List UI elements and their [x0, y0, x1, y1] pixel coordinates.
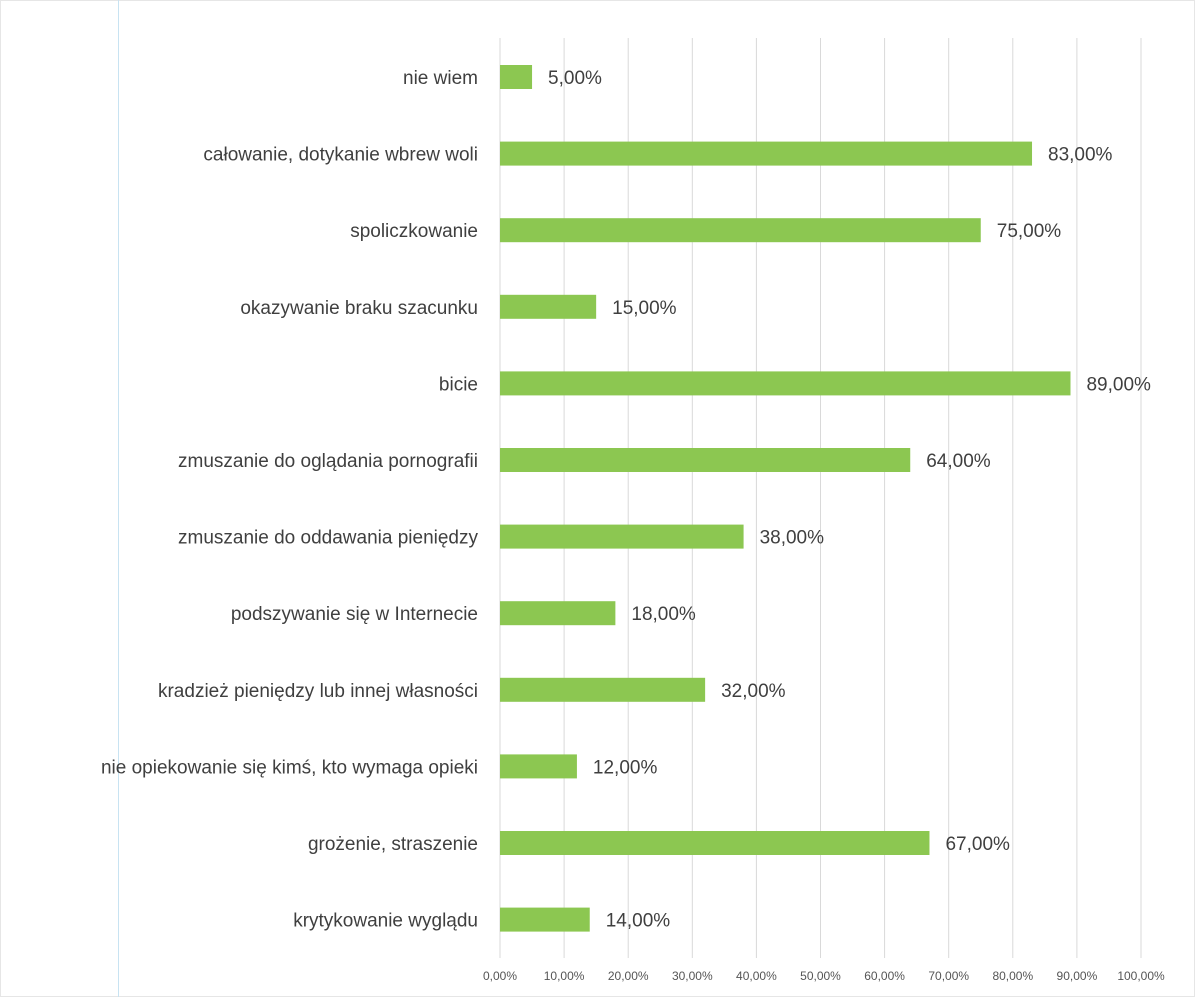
category-label: kradzież pieniędzy lub innej własności [158, 681, 478, 702]
bar [500, 448, 911, 472]
bar [500, 524, 744, 549]
data-label: 5,00% [548, 68, 602, 89]
x-tick-label: 30,00% [672, 969, 713, 983]
category-labels: nie wiem całowanie, dotykanie wbrew woli s… [101, 68, 479, 932]
x-tick-label: 60,00% [864, 969, 905, 983]
category-label: nie opiekowanie się kimś, kto wymaga opi… [101, 757, 478, 778]
data-label: 64,00% [926, 451, 991, 472]
x-tick-label: 20,00% [608, 969, 649, 983]
bar [500, 294, 597, 319]
category-label: nie wiem [403, 68, 478, 89]
x-tick-label: 0,00% [483, 969, 517, 983]
data-label: 12,00% [593, 757, 658, 778]
bar [500, 907, 590, 932]
category-label: podszywanie się w Internecie [231, 604, 478, 625]
data-label: 75,00% [997, 221, 1062, 242]
data-label: 15,00% [612, 298, 677, 319]
data-label: 14,00% [606, 911, 671, 932]
scan-margin-line [118, 0, 119, 997]
data-label: 67,00% [945, 834, 1010, 855]
bar [500, 754, 577, 779]
category-label: okazywanie braku szacunku [240, 298, 478, 319]
category-label: zmuszanie do oglądania pornografii [178, 451, 478, 472]
category-label: bicie [439, 374, 478, 395]
value-labels: 5,00% 83,00% 75,00% 15,00% 89,00% 64,00% 38,00… [548, 68, 1151, 932]
x-tick-label: 70,00% [928, 969, 969, 983]
data-label: 18,00% [631, 604, 696, 625]
bar [500, 371, 1071, 396]
data-label: 89,00% [1086, 374, 1151, 395]
bar [500, 218, 981, 243]
bar [500, 831, 930, 855]
bar [500, 141, 1033, 166]
x-tick-label: 40,00% [736, 969, 777, 983]
bar [500, 601, 616, 626]
bar [500, 677, 706, 702]
x-tick-label: 90,00% [1057, 969, 1098, 983]
category-label: krytykowanie wyglądu [293, 911, 478, 932]
bar [500, 65, 533, 89]
x-tick-label: 80,00% [992, 969, 1033, 983]
category-label: zmuszanie do oddawania pieniędzy [178, 528, 478, 549]
data-label: 32,00% [721, 681, 786, 702]
x-axis-tick-labels: 0,00% 10,00% 20,00% 30,00% 40,00% 50,00% 60,00… [483, 969, 1165, 983]
gridlines [499, 38, 1142, 958]
category-label: grożenie, straszenie [308, 834, 478, 855]
x-tick-label: 10,00% [544, 969, 585, 983]
bars [500, 65, 1071, 932]
x-tick-label: 100,00% [1117, 969, 1165, 983]
category-label: całowanie, dotykanie wbrew woli [203, 145, 478, 166]
data-label: 83,00% [1048, 145, 1113, 166]
x-tick-label: 50,00% [800, 969, 841, 983]
data-label: 38,00% [760, 528, 825, 549]
category-label: spoliczkowanie [350, 221, 478, 242]
